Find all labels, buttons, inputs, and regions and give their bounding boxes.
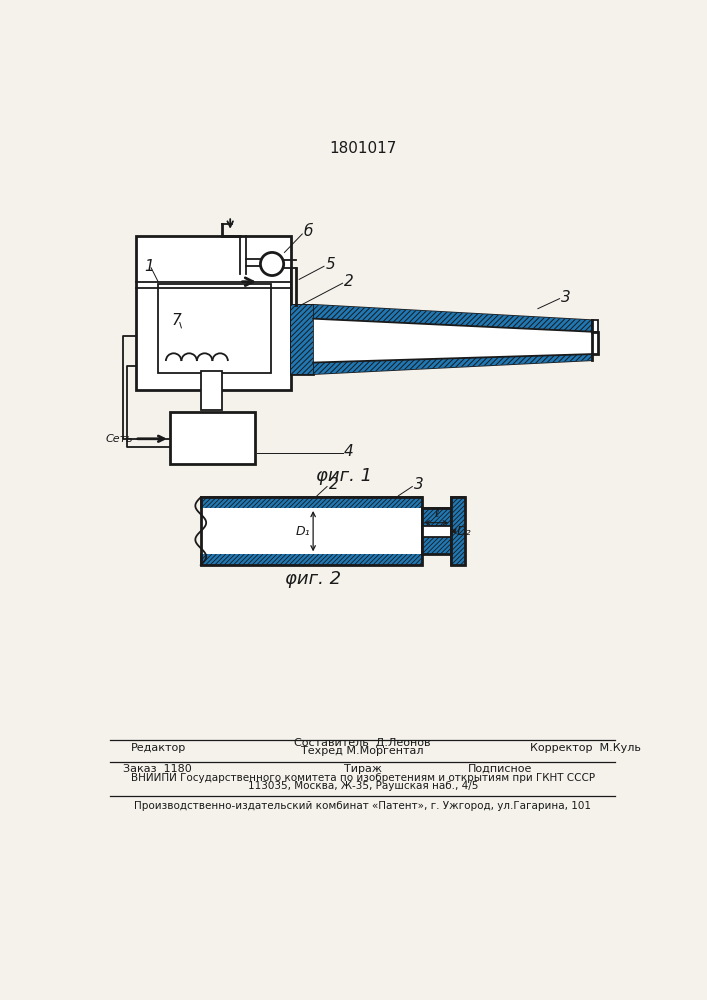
Bar [291, 305, 313, 374]
Text: 1801017: 1801017 [329, 141, 397, 156]
Text: 3: 3 [561, 290, 571, 305]
Text: Заказ  1180: Заказ 1180 [123, 764, 192, 774]
Bar [421, 508, 451, 554]
Polygon shape [201, 497, 421, 508]
Circle shape [260, 252, 284, 276]
Text: Редактор: Редактор [131, 743, 186, 753]
Text: 7: 7 [172, 313, 182, 328]
Polygon shape [313, 305, 592, 332]
Polygon shape [313, 354, 592, 374]
Text: 1: 1 [144, 259, 154, 274]
Bar [136, 235, 291, 389]
Polygon shape [421, 508, 451, 526]
Text: Подписное: Подписное [468, 764, 532, 774]
Polygon shape [291, 305, 313, 374]
Polygon shape [201, 554, 421, 565]
Text: Тираж: Тираж [344, 764, 382, 774]
Text: Сеть: Сеть [106, 434, 134, 444]
Bar [170, 412, 255, 464]
Text: 4: 4 [344, 444, 354, 459]
Text: б: б [304, 224, 313, 239]
Text: ВНИИПИ Государственного комитета по изобретениям и открытиям при ГКНТ СССР: ВНИИПИ Государственного комитета по изоб… [131, 773, 595, 783]
Bar [201, 497, 421, 565]
Text: φиг. 1: φиг. 1 [316, 467, 372, 485]
Polygon shape [421, 537, 451, 554]
Polygon shape [313, 354, 592, 374]
Polygon shape [313, 319, 592, 363]
Polygon shape [291, 305, 313, 374]
Text: 113035, Москва, Ж-35, Раушская наб., 4/5: 113035, Москва, Ж-35, Раушская наб., 4/5 [247, 781, 478, 791]
Bar [158, 284, 271, 373]
Bar [451, 497, 465, 565]
Polygon shape [201, 497, 421, 508]
Text: φиг. 2: φиг. 2 [285, 570, 341, 588]
Text: 2: 2 [329, 477, 339, 492]
Bar [592, 320, 597, 332]
Text: Составитель  Д.Леонов: Составитель Д.Леонов [295, 738, 431, 748]
Bar [201, 508, 421, 554]
Bar [201, 371, 223, 410]
Text: Корректор  М.Куль: Корректор М.Куль [530, 743, 641, 753]
Polygon shape [451, 497, 465, 565]
Bar [421, 526, 451, 537]
Text: 5: 5 [325, 257, 335, 272]
Text: D₂: D₂ [457, 525, 471, 538]
Polygon shape [201, 554, 421, 565]
Polygon shape [421, 508, 451, 526]
Polygon shape [313, 305, 592, 332]
Text: D₁: D₁ [296, 525, 310, 538]
Text: ℓ: ℓ [434, 509, 438, 519]
Text: 2: 2 [344, 274, 354, 289]
Bar [592, 332, 597, 354]
Polygon shape [421, 537, 451, 554]
Text: Производственно-издательский комбинат «Патент», г. Ужгород, ул.Гагарина, 101: Производственно-издательский комбинат «П… [134, 801, 591, 811]
Text: 3: 3 [414, 477, 423, 492]
Text: Техред М.Моргентал: Техред М.Моргентал [301, 746, 424, 756]
Polygon shape [451, 497, 465, 565]
